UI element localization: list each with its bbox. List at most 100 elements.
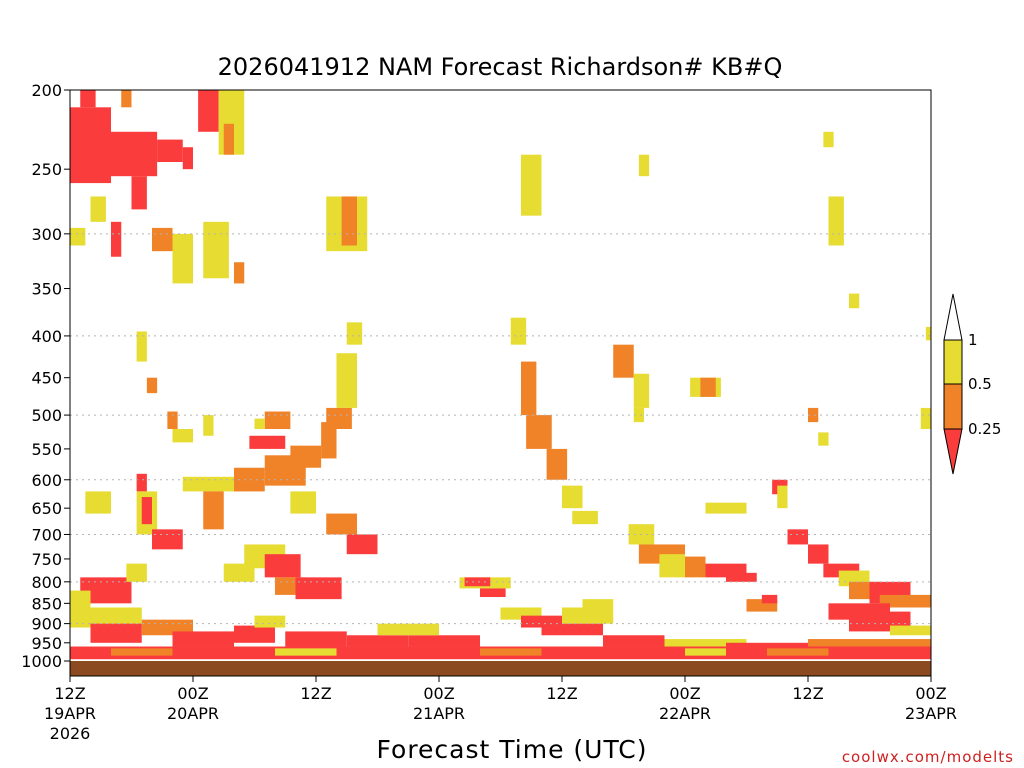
ri-cell bbox=[182, 476, 245, 492]
ri-cell bbox=[203, 221, 229, 279]
ri-cell bbox=[925, 326, 931, 341]
y-axis: 200 250 300 350 400 450 500 550 600 650 700 750 800 8… bbox=[21, 81, 70, 671]
ri-cell bbox=[152, 529, 183, 550]
colorbar-label: 1 bbox=[968, 331, 978, 349]
x-tick-date: 20APR bbox=[167, 704, 219, 723]
ri-cell bbox=[777, 485, 788, 509]
ri-cell bbox=[377, 623, 439, 636]
plot-frame bbox=[69, 89, 932, 677]
ri-cell bbox=[346, 534, 378, 555]
ri-cell bbox=[685, 556, 706, 578]
ri-cell bbox=[849, 293, 860, 309]
ri-cell bbox=[157, 139, 183, 162]
y-tick-label: 450 bbox=[31, 369, 62, 388]
ri-cell bbox=[254, 418, 265, 429]
y-tick-label: 350 bbox=[31, 280, 62, 299]
ri-cell bbox=[808, 639, 931, 651]
ri-cell bbox=[90, 623, 142, 643]
y-tick-label: 750 bbox=[31, 550, 62, 569]
chart-title: 2026041912 NAM Forecast Richardson# KB#Q bbox=[218, 53, 783, 81]
ri-cell bbox=[767, 648, 829, 656]
ri-cell bbox=[70, 107, 111, 184]
ri-cell bbox=[234, 625, 275, 643]
ri-cell bbox=[541, 623, 603, 636]
ri-cell bbox=[659, 554, 685, 578]
ri-cell bbox=[603, 635, 665, 647]
ri-cell bbox=[121, 90, 132, 108]
x-tick-label: 00Z bbox=[915, 684, 946, 703]
ri-cell bbox=[526, 415, 552, 449]
ri-cell bbox=[546, 448, 568, 480]
x-tick-year: 2026 bbox=[50, 724, 91, 743]
ri-cell bbox=[172, 233, 193, 284]
ri-cell bbox=[341, 196, 357, 246]
x-axis-title: Forecast Time (UTC) bbox=[377, 735, 648, 764]
y-tick-label: 950 bbox=[31, 634, 62, 653]
ri-cell bbox=[111, 221, 122, 257]
ri-cell bbox=[638, 154, 650, 177]
ri-cell bbox=[700, 377, 716, 397]
y-tick-label: 650 bbox=[31, 499, 62, 518]
ri-cell bbox=[562, 485, 583, 509]
ri-cell bbox=[90, 196, 106, 222]
y-tick-label: 900 bbox=[31, 615, 62, 634]
ri-cell bbox=[633, 407, 644, 423]
x-tick-date: 19APR bbox=[44, 704, 96, 723]
ri-cell bbox=[346, 635, 409, 647]
ri-cell bbox=[126, 563, 147, 582]
ri-cell bbox=[562, 607, 614, 624]
ri-cell bbox=[823, 131, 834, 148]
colorbar-label: 0.5 bbox=[968, 375, 992, 393]
ri-cell bbox=[787, 529, 808, 545]
ri-cell bbox=[828, 196, 844, 246]
ri-cell bbox=[254, 615, 286, 628]
ri-cell bbox=[685, 648, 726, 656]
ri-cell bbox=[152, 227, 173, 252]
ri-cell bbox=[808, 407, 819, 423]
ri-cell bbox=[146, 377, 158, 394]
colorbar-label: 0.25 bbox=[968, 420, 1001, 438]
ri-cell bbox=[234, 467, 265, 492]
ri-cell bbox=[203, 491, 224, 530]
ri-cell bbox=[131, 176, 147, 210]
ri-cell bbox=[572, 510, 598, 525]
ri-cell bbox=[321, 422, 337, 459]
ri-cell bbox=[726, 572, 757, 582]
colorbar-top-arrow bbox=[943, 293, 963, 341]
ri-cell bbox=[521, 361, 537, 416]
gridlines bbox=[70, 233, 931, 625]
ri-cell bbox=[664, 639, 747, 651]
ri-cell bbox=[705, 502, 747, 514]
y-tick-label: 300 bbox=[31, 225, 62, 244]
y-tick-label: 200 bbox=[31, 81, 62, 100]
ri-cell bbox=[879, 594, 931, 608]
ri-cell bbox=[172, 631, 234, 647]
ri-cell bbox=[633, 373, 650, 408]
ri-cell bbox=[136, 331, 147, 362]
x-tick-label: 00Z bbox=[423, 684, 454, 703]
ri-cell bbox=[172, 428, 193, 443]
ri-cell bbox=[223, 123, 234, 155]
x-tick-date: 21APR bbox=[413, 704, 465, 723]
ri-cell bbox=[408, 635, 480, 647]
x-tick-date: 22APR bbox=[659, 704, 711, 723]
ri-cell bbox=[510, 317, 527, 345]
ri-cell bbox=[264, 554, 301, 578]
credit-text: coolwx.com/modelts bbox=[842, 748, 1014, 766]
ri-cell bbox=[920, 407, 931, 429]
ri-cell bbox=[326, 407, 352, 429]
ri-cells bbox=[70, 90, 931, 660]
colorbar-bottom-arrow bbox=[943, 428, 963, 475]
ri-cell bbox=[264, 411, 291, 429]
ri-cell bbox=[290, 491, 316, 514]
ri-cell bbox=[167, 411, 178, 429]
y-tick-label: 600 bbox=[31, 471, 62, 490]
ri-cell bbox=[582, 599, 614, 608]
ri-cell bbox=[326, 513, 357, 535]
ri-cell bbox=[249, 435, 286, 449]
y-tick-label: 700 bbox=[31, 525, 62, 544]
ri-cell bbox=[264, 455, 306, 486]
ri-cell bbox=[234, 262, 245, 284]
y-tick-label: 550 bbox=[31, 440, 62, 459]
